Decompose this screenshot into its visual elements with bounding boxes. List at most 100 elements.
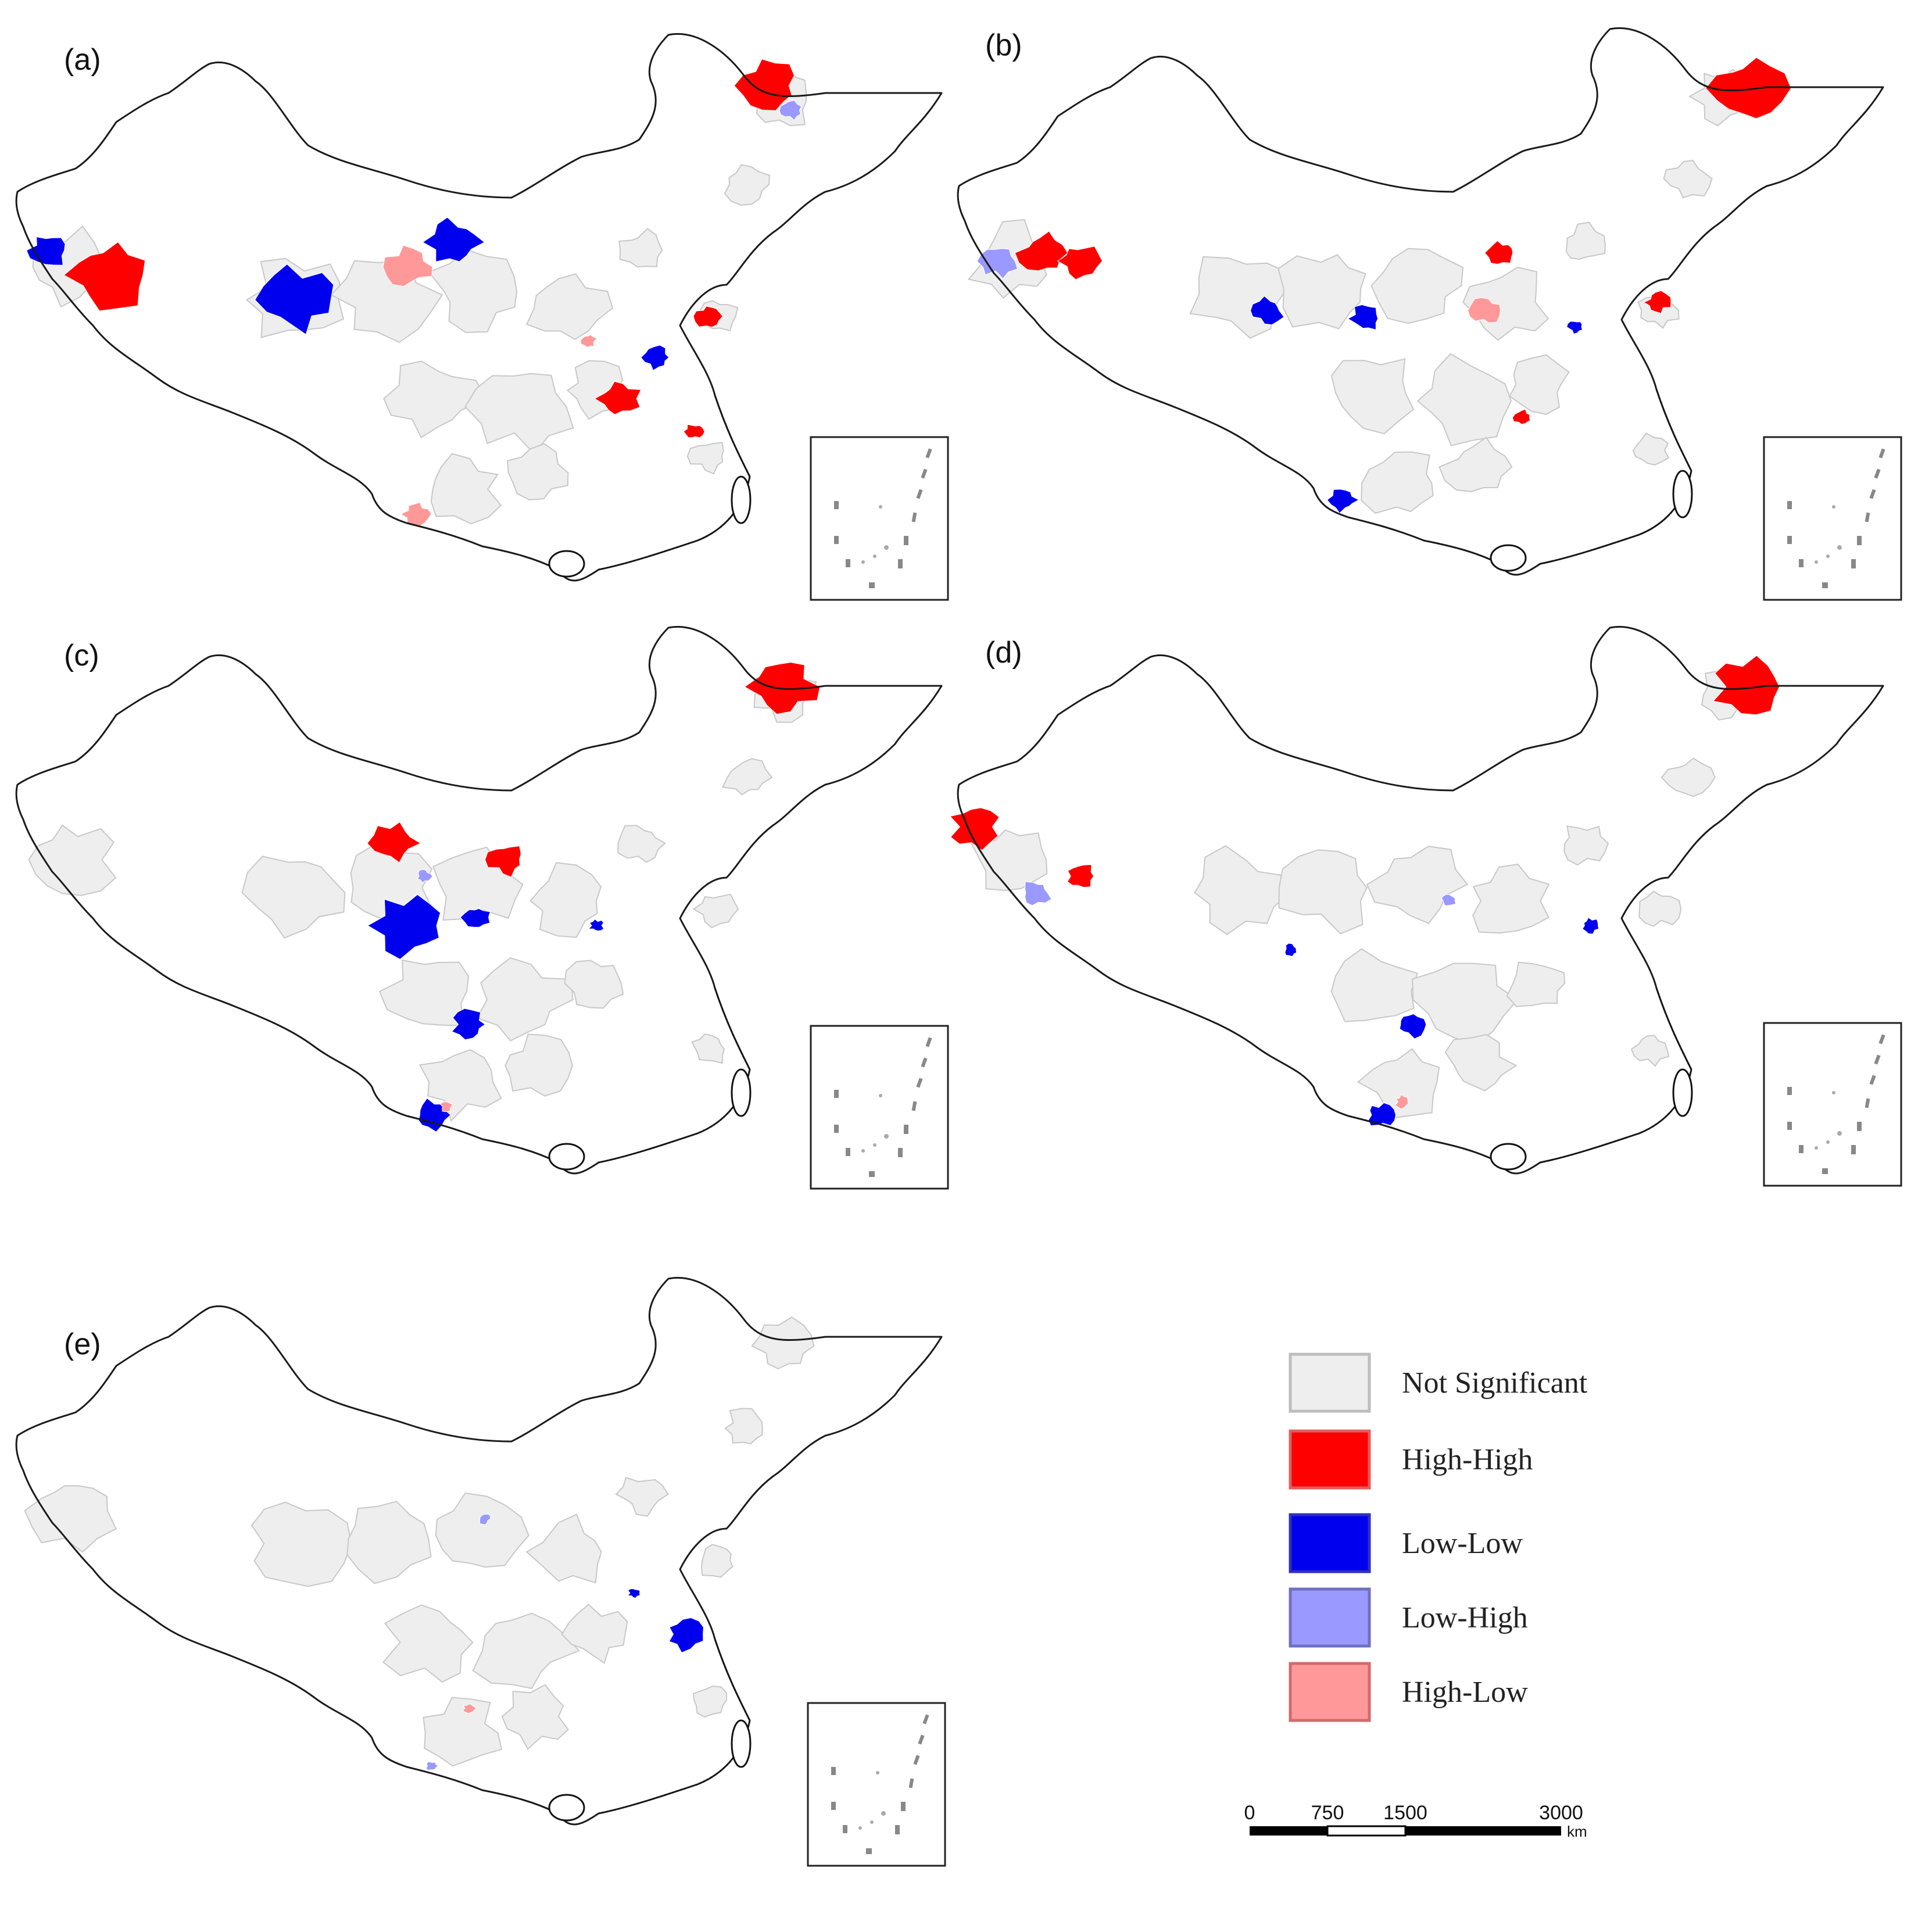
region-not-significant (472, 1612, 581, 1690)
region-not-significant (1330, 948, 1419, 1022)
cluster-high-low (579, 334, 598, 348)
island-hainan (1490, 544, 1527, 572)
map-panel-b (957, 27, 1884, 576)
region-not-significant (1370, 248, 1464, 324)
cluster-high-high (367, 821, 421, 863)
island-taiwan (731, 475, 752, 524)
cluster-low-low (1284, 943, 1297, 957)
legend-label-high-low: High-Low (1402, 1676, 1528, 1709)
legend-label-high-high: High-High (1402, 1443, 1533, 1476)
region-not-significant (28, 824, 117, 896)
region-not-significant (1330, 358, 1415, 435)
island-taiwan (731, 1068, 752, 1117)
cluster-low-high (417, 869, 434, 883)
cluster-low-low (1326, 489, 1359, 514)
cluster-low-low (668, 1617, 704, 1653)
region-not-significant (1563, 825, 1609, 866)
legend-label-low-low: Low-Low (1402, 1527, 1523, 1560)
panel-label: (a) (64, 43, 101, 77)
cluster-high-high (1512, 409, 1531, 425)
region-not-significant (1638, 890, 1682, 927)
region-not-significant (383, 360, 486, 439)
cluster-low-high (779, 100, 802, 121)
cluster-low-low (1566, 321, 1583, 335)
cluster-high-high (1712, 655, 1780, 715)
cluster-low-low (367, 894, 441, 960)
region-not-significant (476, 957, 574, 1042)
region-not-significant (430, 453, 502, 525)
region-not-significant (423, 1697, 503, 1767)
cluster-low-low (422, 217, 485, 262)
island-taiwan (1672, 470, 1693, 518)
cluster-high-high (1014, 231, 1068, 271)
region-not-significant (724, 1408, 763, 1444)
region-not-significant (241, 856, 346, 939)
legend-label-not-significant: Not Significant (1402, 1366, 1588, 1400)
region-not-significant (1438, 436, 1513, 492)
region-not-significant (1565, 221, 1606, 260)
region-not-significant (1509, 354, 1570, 415)
cluster-low-high (479, 1514, 491, 1525)
region-not-significant (564, 960, 624, 1009)
legend: Not Significant High-High Low-Low Low-Hi… (1289, 1353, 1588, 1722)
legend-label-low-high: Low-High (1402, 1601, 1528, 1634)
region-not-significant (529, 862, 602, 938)
cluster-high-high (733, 59, 795, 111)
cluster-high-high (484, 845, 521, 878)
region-not-significant (1366, 846, 1469, 924)
cluster-high-high (693, 306, 723, 328)
region-not-significant (251, 1501, 352, 1587)
cluster-low-low (588, 918, 604, 932)
region-not-significant (382, 1604, 474, 1683)
region-not-significant (617, 825, 667, 863)
island-hainan (548, 1794, 585, 1822)
region-not-significant (1630, 1035, 1670, 1067)
south-china-sea-inset (1763, 1022, 1902, 1187)
cluster-low-high (1024, 881, 1052, 906)
south-china-sea-inset (807, 1702, 946, 1867)
region-not-significant (428, 248, 518, 333)
cluster-high-high (949, 807, 1000, 851)
cluster-low-low (254, 263, 334, 335)
legend-swatch-high-high (1289, 1429, 1371, 1490)
cluster-low-low (1399, 1013, 1427, 1039)
region-not-significant (693, 1685, 728, 1718)
island-taiwan (731, 1719, 752, 1768)
region-not-significant (1663, 160, 1713, 199)
region-not-significant (378, 959, 470, 1026)
region-not-significant (1357, 1048, 1440, 1119)
panel-label: (e) (64, 1328, 101, 1361)
scale-tick-750: 750 (1311, 1802, 1344, 1824)
region-not-significant (504, 1033, 573, 1097)
cluster-high-high (63, 241, 146, 312)
panel-label: (d) (985, 636, 1022, 670)
coastline (597, 1638, 751, 1815)
cluster-high-high (1705, 57, 1792, 119)
region-not-significant (1462, 266, 1550, 341)
scale-tick-3000: 3000 (1539, 1802, 1583, 1824)
map-panel-d (949, 625, 1884, 1175)
cluster-low-low (1347, 304, 1379, 330)
region-not-significant (346, 1501, 432, 1584)
scale-segment-1 (1250, 1826, 1327, 1836)
region-not-significant (525, 273, 614, 340)
island-hainan (548, 1143, 585, 1171)
region-not-significant (1444, 1033, 1518, 1092)
legend-swatch-low-low (1289, 1513, 1371, 1573)
cluster-low-low (460, 908, 491, 928)
panel-label: (b) (985, 28, 1022, 62)
scale-tick-1500: 1500 (1383, 1802, 1427, 1824)
map-panel-a (15, 33, 943, 582)
region-not-significant (1416, 353, 1512, 446)
south-china-sea-inset (810, 1025, 949, 1190)
region-not-significant (525, 1514, 602, 1584)
cluster-high-low (462, 1703, 477, 1714)
region-not-significant (690, 1033, 725, 1064)
region-not-significant (501, 1684, 569, 1750)
cluster-low-low (1250, 295, 1284, 325)
region-not-significant (700, 1544, 733, 1578)
scale-segment-3 (1405, 1826, 1561, 1836)
region-not-significant (724, 164, 771, 206)
map-panel-c (15, 625, 943, 1175)
